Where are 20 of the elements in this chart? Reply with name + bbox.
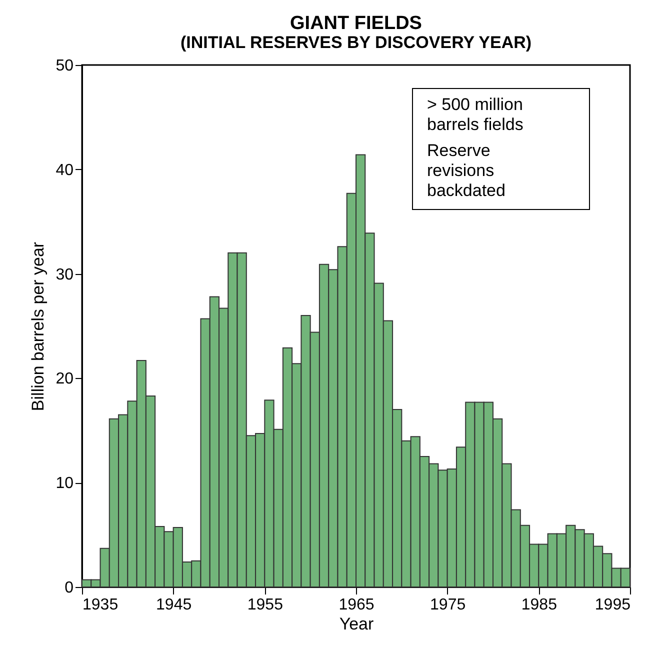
y-tick-label: 10 [56,475,74,492]
y-tick-label: 50 [56,58,74,74]
note-box: > 500 million barrels fields Reserve revisions backdated [412,88,590,210]
x-tick-label: 1975 [430,596,466,614]
x-tick-label: 1945 [156,596,192,614]
y-tick-label: 0 [64,580,74,596]
x-axis-title: Year [339,614,374,634]
annotation: > 500 million barrels fields [427,95,524,135]
annotation: Reserve revisions backdated [427,141,506,201]
x-tick-label: 1995 [594,596,631,614]
y-tick-label: 20 [56,370,74,388]
x-tick-label: 1965 [338,596,374,614]
x-tick-label: 1985 [521,596,558,614]
y-tick-label: 40 [56,162,74,179]
y-axis-title: Billion barrels per year [28,242,48,412]
x-tick-label: 1935 [82,596,118,614]
x-tick-label: 1955 [247,596,284,614]
chart-title: GIANT FIELDS [290,13,422,34]
y-tick-label: 30 [56,266,74,284]
chart-subtitle: (INITIAL RESERVES BY DISCOVERY YEAR) [180,33,532,52]
